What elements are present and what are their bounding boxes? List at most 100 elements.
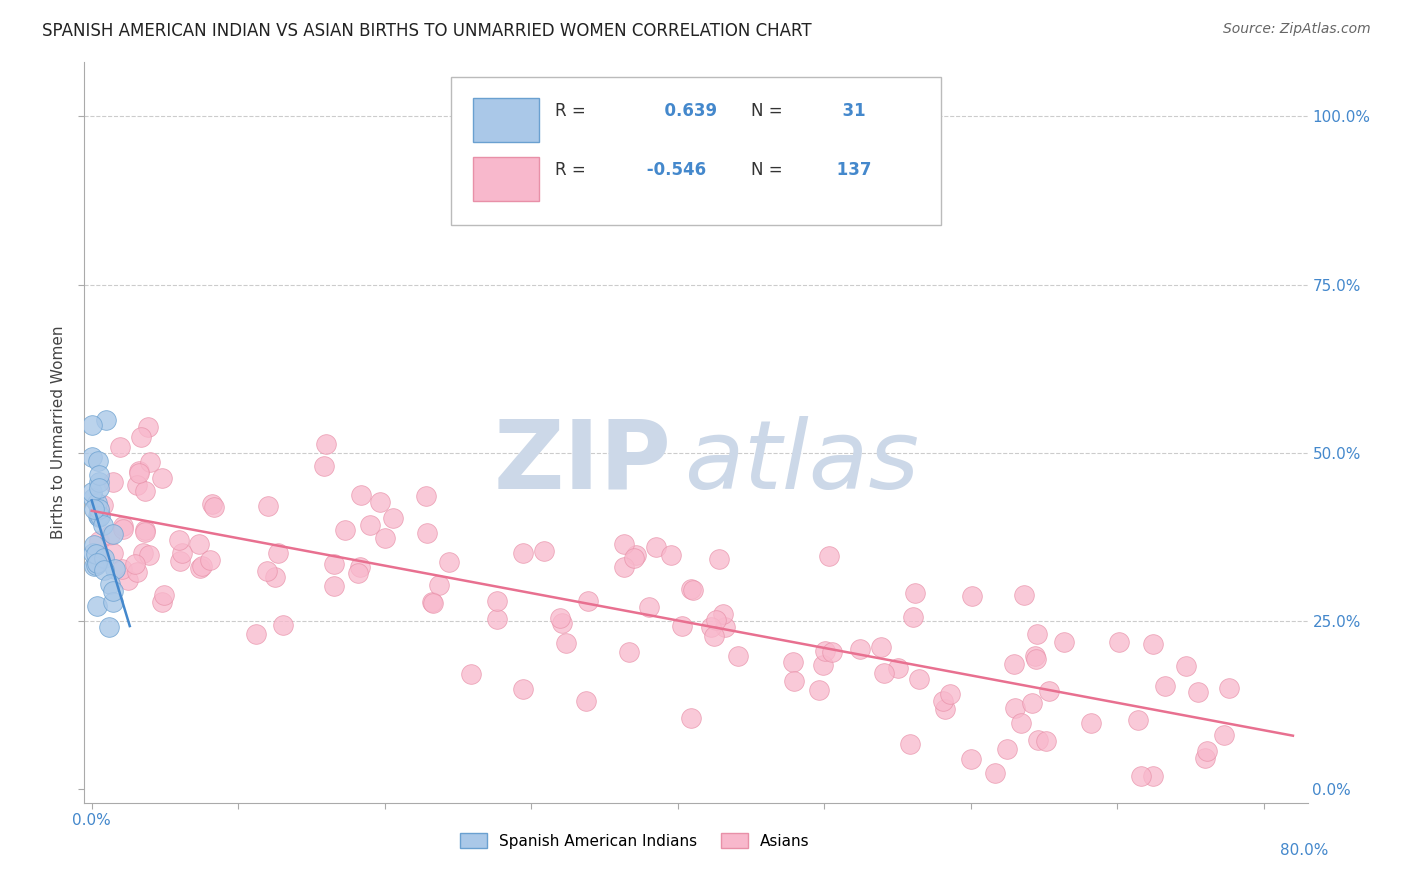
Text: ZIP: ZIP	[494, 416, 672, 508]
Legend: Spanish American Indians, Asians: Spanish American Indians, Asians	[454, 826, 815, 855]
Point	[709, 552, 731, 566]
Point	[98, 577, 121, 591]
Point	[89, 468, 111, 483]
Point	[486, 594, 509, 608]
Point	[87, 454, 110, 468]
Point	[333, 523, 356, 537]
Point	[86, 599, 108, 614]
Point	[89, 503, 111, 517]
FancyBboxPatch shape	[474, 157, 540, 201]
Point	[873, 665, 896, 680]
Point	[1053, 635, 1076, 649]
Point	[415, 489, 437, 503]
Text: atlas: atlas	[683, 416, 918, 508]
Point	[576, 594, 599, 608]
Point	[711, 607, 734, 621]
Point	[1038, 684, 1060, 698]
Point	[671, 618, 693, 632]
Point	[1026, 733, 1049, 747]
Text: 0.639: 0.639	[654, 102, 717, 120]
Point	[420, 595, 443, 609]
Point	[512, 546, 534, 560]
Point	[256, 564, 278, 578]
Point	[346, 566, 368, 580]
Point	[1153, 679, 1175, 693]
Point	[257, 499, 280, 513]
Point	[89, 533, 111, 548]
Point	[91, 517, 114, 532]
Point	[124, 557, 146, 571]
Point	[1194, 751, 1216, 765]
Point	[190, 561, 212, 575]
Point	[904, 586, 927, 600]
Text: N =: N =	[751, 161, 783, 178]
Point	[83, 538, 105, 552]
Point	[111, 518, 134, 533]
Text: 31: 31	[831, 102, 865, 120]
Point	[134, 524, 156, 538]
Point	[202, 500, 225, 515]
Point	[908, 672, 931, 686]
Point	[681, 711, 703, 725]
Point	[86, 556, 108, 570]
Point	[548, 611, 571, 625]
Point	[89, 509, 111, 524]
Point	[101, 475, 124, 489]
Point	[138, 548, 160, 562]
Point	[111, 522, 134, 536]
Point	[700, 620, 723, 634]
Point	[101, 546, 124, 560]
Point	[349, 559, 371, 574]
Point	[613, 560, 636, 574]
Point	[169, 533, 191, 547]
Point	[931, 693, 953, 707]
Point	[108, 440, 131, 454]
Point	[117, 574, 139, 588]
Point	[1012, 588, 1035, 602]
Point	[1025, 627, 1047, 641]
Point	[811, 658, 834, 673]
Point	[1010, 716, 1032, 731]
Point	[98, 528, 121, 542]
Point	[191, 558, 214, 573]
Point	[127, 565, 149, 579]
Point	[349, 487, 371, 501]
Point	[995, 742, 1018, 756]
Point	[821, 645, 844, 659]
Point	[714, 620, 737, 634]
Point	[82, 546, 104, 560]
Point	[87, 475, 110, 490]
Point	[93, 563, 115, 577]
Point	[1108, 635, 1130, 649]
Point	[1142, 769, 1164, 783]
Point	[150, 595, 173, 609]
Point	[134, 483, 156, 498]
Point	[645, 540, 668, 554]
Point	[512, 681, 534, 696]
Point	[373, 531, 395, 545]
Point	[626, 549, 648, 563]
Point	[131, 546, 153, 560]
Point	[87, 481, 110, 495]
Point	[682, 583, 704, 598]
Point	[101, 595, 124, 609]
Point	[704, 613, 727, 627]
Point	[703, 629, 725, 643]
Point	[83, 502, 105, 516]
Point	[727, 648, 749, 663]
Text: SPANISH AMERICAN INDIAN VS ASIAN BIRTHS TO UNMARRIED WOMEN CORRELATION CHART: SPANISH AMERICAN INDIAN VS ASIAN BIRTHS …	[42, 22, 811, 40]
Point	[93, 550, 115, 565]
Text: 137: 137	[831, 161, 872, 178]
Point	[245, 627, 267, 641]
Point	[87, 502, 110, 516]
Point	[314, 459, 336, 474]
Point	[1021, 696, 1043, 710]
Text: N =: N =	[751, 102, 783, 120]
Point	[422, 596, 444, 610]
Point	[101, 584, 124, 599]
Point	[153, 588, 176, 602]
FancyBboxPatch shape	[474, 98, 540, 142]
Point	[150, 470, 173, 484]
Text: -0.546: -0.546	[641, 161, 706, 178]
Point	[89, 509, 111, 524]
